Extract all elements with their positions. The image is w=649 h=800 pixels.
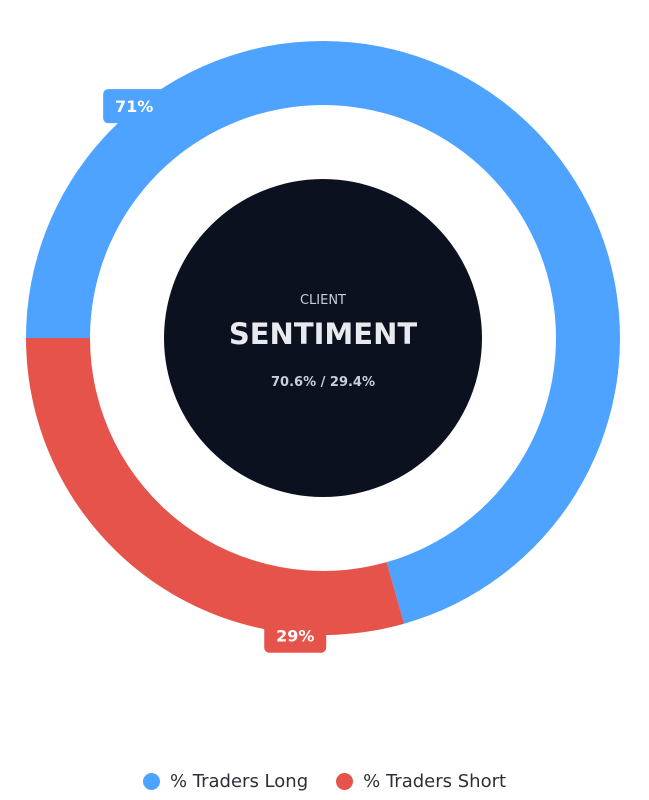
center-disc [164,179,482,497]
data-labels: 71% 29% [103,89,327,653]
legend-swatch-long [142,772,160,790]
data-label-box [103,89,166,124]
slices [26,40,620,635]
data-label-text: 29% [276,627,314,646]
legend-label-short: % Traders Short [363,770,507,792]
data-label-long: 71% [103,89,166,124]
legend: % Traders Long % Traders Short [0,768,649,794]
data-label-box [264,618,327,653]
legend-label-long: % Traders Long [169,770,309,792]
data-label-short: 29% [264,618,327,653]
legend-item-short[interactable]: % Traders Short [336,771,506,792]
slice-short[interactable] [26,338,405,635]
center-ratio: 70.6% / 29.4% [271,375,375,390]
legend-swatch-short [336,772,354,790]
legend-item-long[interactable]: % Traders Long [142,770,309,792]
doughnut-chart: CLIENT SENTIMENT 70.6% / 29.4% 71% 29% [26,40,620,653]
center-subtitle: CLIENT [300,293,346,308]
center-title: SENTIMENT [229,317,417,351]
data-label-text: 71% [115,97,153,116]
